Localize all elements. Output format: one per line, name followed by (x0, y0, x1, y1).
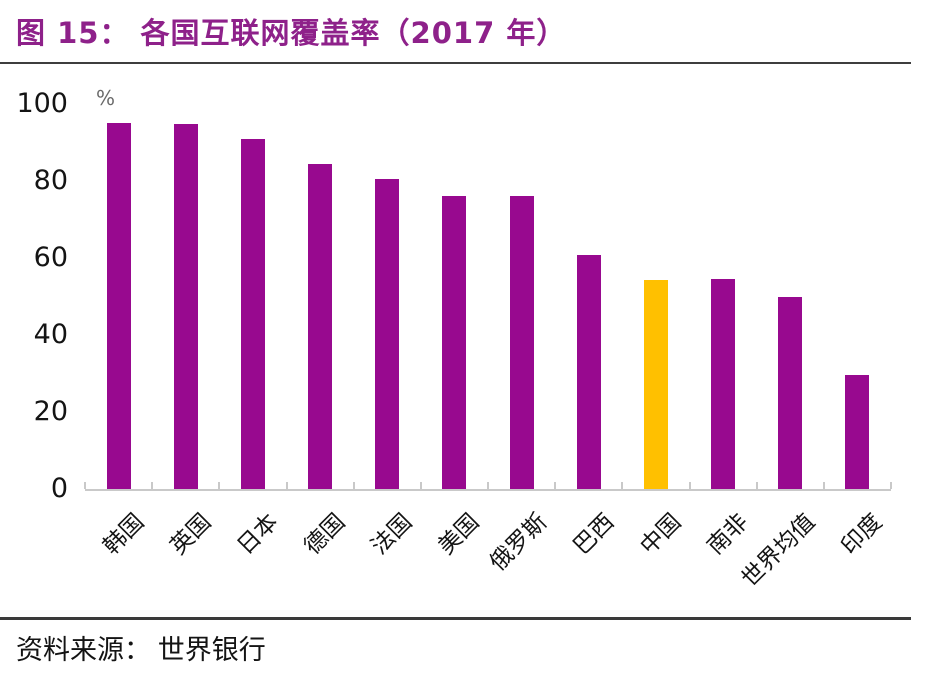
chart-bar-韩国 (106, 122, 131, 489)
x-axis-tick (822, 482, 825, 489)
chart-bar-美国 (442, 195, 467, 489)
x-axis-tick (688, 482, 691, 489)
x-axis-category-label: 英国 (165, 508, 217, 560)
x-axis-category-label: 世界均值 (737, 508, 821, 593)
x-axis-tick (755, 482, 758, 489)
x-axis-tick (890, 482, 892, 489)
x-axis-tick (84, 482, 86, 489)
y-axis-tick-label: 100 (16, 88, 68, 119)
x-axis-category-label: 印度 (836, 508, 888, 560)
y-axis-unit-label: % (96, 86, 116, 110)
x-axis-baseline (85, 489, 891, 491)
x-axis-category-label: 法国 (366, 508, 418, 560)
y-axis-tick-label: 40 (33, 319, 68, 350)
x-axis-tick (621, 482, 624, 489)
source-separator (0, 617, 911, 620)
y-axis-tick-label: 0 (50, 473, 68, 504)
chart-bar-法国 (375, 179, 400, 489)
chart-bar-中国 (643, 279, 668, 489)
x-axis-category-label: 中国 (635, 508, 687, 560)
x-axis-tick (487, 482, 489, 489)
y-axis-tick-label: 80 (33, 165, 68, 196)
source-text: 资料来源： 世界银行 (16, 635, 266, 665)
x-axis-tick (151, 482, 154, 489)
chart-bar-巴西 (576, 254, 601, 489)
x-axis-category-label: 俄罗斯 (484, 508, 552, 577)
chart-bar-世界均值 (778, 296, 803, 489)
chart-bar-南非 (711, 279, 736, 489)
chart-bar-英国 (173, 124, 198, 489)
title-separator (0, 62, 911, 64)
x-axis-category-label: 韩国 (98, 508, 149, 560)
chart-bar-印度 (845, 375, 870, 489)
y-axis-tick-label: 60 (33, 242, 68, 273)
x-axis-tick (554, 482, 557, 489)
x-axis-category-label: 美国 (433, 508, 485, 560)
chart-bar-俄罗斯 (509, 196, 534, 489)
x-axis-category-label: 巴西 (568, 508, 620, 560)
x-axis-category-label: 日本 (232, 508, 284, 560)
x-axis-category-label: 德国 (299, 508, 351, 560)
x-axis-category-label: 南非 (702, 508, 754, 560)
x-axis-tick (352, 482, 355, 489)
chart-bar-日本 (240, 138, 265, 489)
chart-bar-德国 (308, 164, 333, 489)
x-axis-tick (218, 482, 221, 489)
y-axis-tick-label: 20 (33, 396, 68, 427)
x-axis-tick (419, 482, 422, 489)
x-axis-tick (285, 482, 288, 489)
figure-title: 图 15： 各国互联网覆盖率（2017 年） (16, 16, 567, 50)
